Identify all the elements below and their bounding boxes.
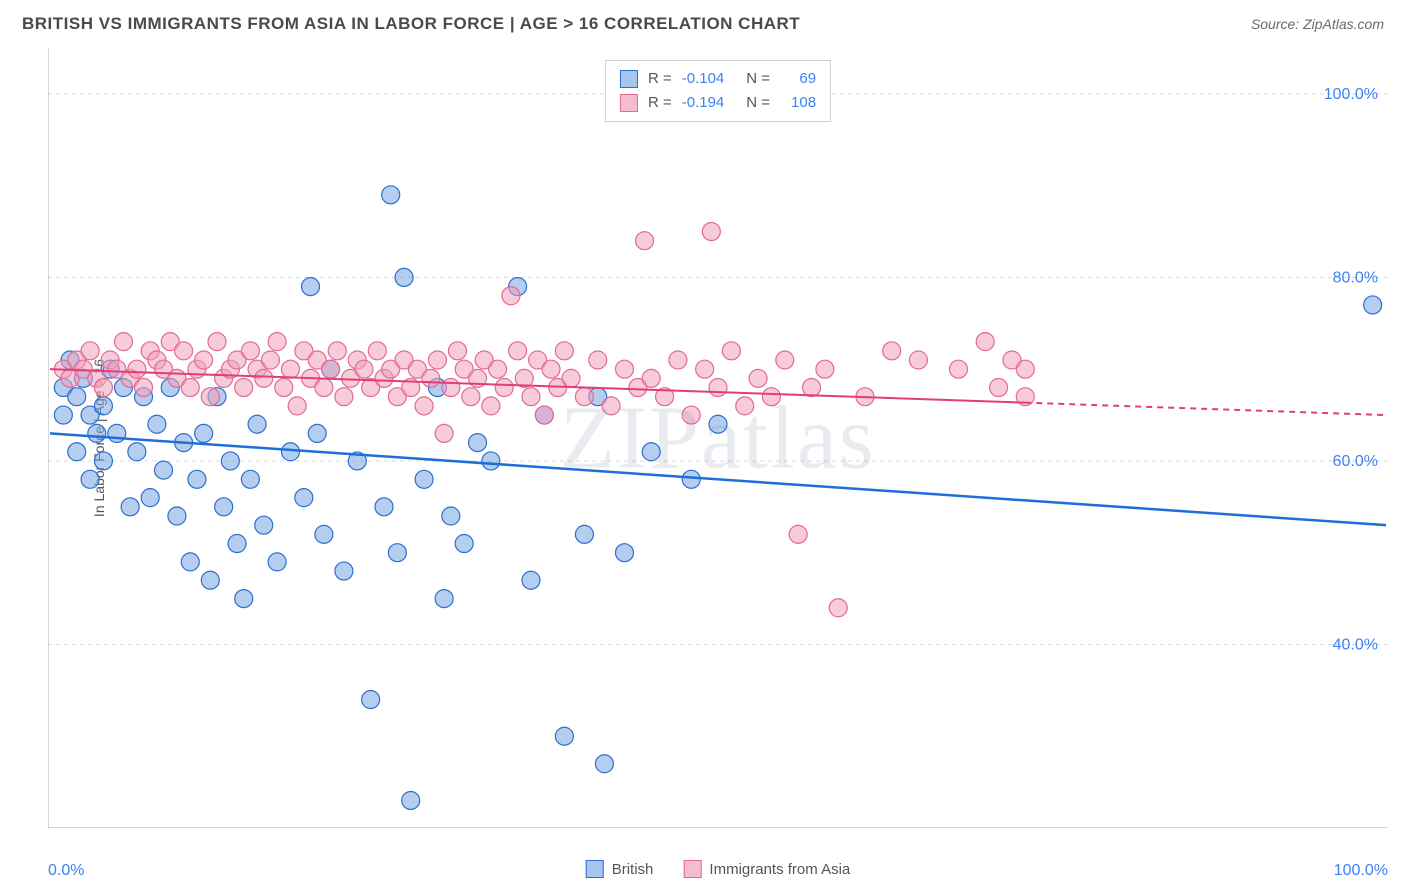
- svg-text:60.0%: 60.0%: [1333, 453, 1378, 470]
- stats-r-label: R =: [648, 91, 672, 115]
- stats-row: R = -0.194 N = 108: [620, 91, 816, 115]
- svg-text:80.0%: 80.0%: [1333, 269, 1378, 286]
- x-axis-max-label: 100.0%: [1334, 862, 1388, 880]
- stats-n-label: N =: [746, 91, 770, 115]
- stats-r-label: R =: [648, 67, 672, 91]
- legend-item: British: [586, 860, 654, 878]
- scatter-plot: 40.0% 60.0% 80.0% 100.0%: [48, 48, 1388, 828]
- stats-swatch: [620, 94, 638, 112]
- stats-n-value: 108: [780, 91, 816, 115]
- legend-swatch: [683, 860, 701, 878]
- svg-text:40.0%: 40.0%: [1333, 636, 1378, 653]
- stats-r-value: -0.104: [682, 67, 725, 91]
- stats-n-value: 69: [780, 67, 816, 91]
- legend-swatch: [586, 860, 604, 878]
- legend: British Immigrants from Asia: [586, 860, 851, 878]
- chart-title: BRITISH VS IMMIGRANTS FROM ASIA IN LABOR…: [22, 14, 800, 34]
- stats-swatch: [620, 70, 638, 88]
- legend-label: Immigrants from Asia: [709, 861, 850, 878]
- x-axis-min-label: 0.0%: [48, 862, 84, 880]
- chart-container: In Labor Force | Age > 16 40.0%60.0%80.0…: [48, 48, 1388, 828]
- correlation-stats-box: R = -0.104 N = 69 R = -0.194 N = 108: [605, 60, 831, 122]
- stats-r-value: -0.194: [682, 91, 725, 115]
- source-attribution: Source: ZipAtlas.com: [1251, 16, 1384, 32]
- legend-item: Immigrants from Asia: [683, 860, 850, 878]
- legend-label: British: [612, 861, 654, 878]
- svg-text:100.0%: 100.0%: [1324, 86, 1378, 103]
- stats-row: R = -0.104 N = 69: [620, 67, 816, 91]
- stats-n-label: N =: [746, 67, 770, 91]
